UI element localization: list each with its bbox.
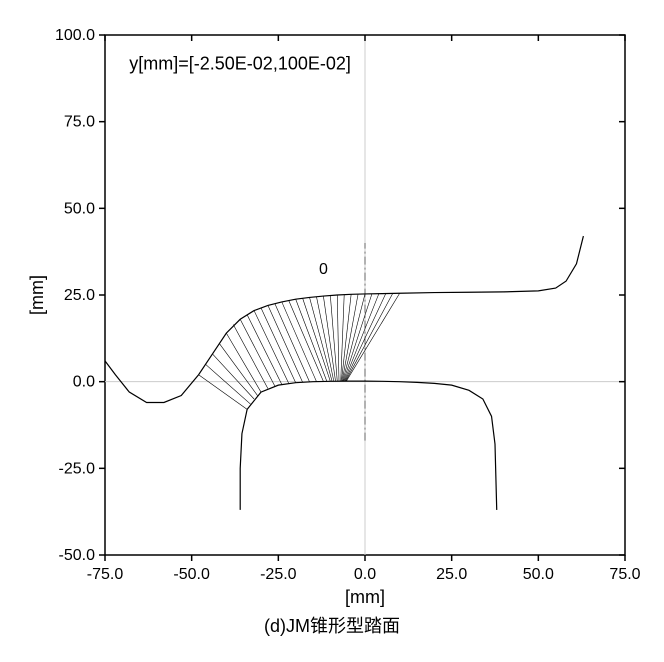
y-tick-label: 50.0 — [64, 200, 95, 217]
y-axis-label: [mm] — [27, 275, 47, 315]
y-tick-label: -25.0 — [59, 460, 96, 477]
annotation-text: y[mm]=[-2.50E-02,100E-02] — [129, 54, 351, 74]
chart-caption: (d)JM锥形型踏面 — [20, 612, 644, 638]
x-tick-label: 75.0 — [609, 566, 640, 583]
x-tick-label: -75.0 — [87, 566, 124, 583]
chart-container: -75.0 -50.0 -25.0 0.0 25.0 50.0 75.0 -50.0 -25.0… — [20, 20, 644, 642]
x-tick-label: 50.0 — [523, 566, 554, 583]
x-tick-label: -50.0 — [173, 566, 210, 583]
x-tick-label: -25.0 — [260, 566, 297, 583]
y-tick-label: -50.0 — [59, 547, 96, 564]
x-tick-label: 0.0 — [354, 566, 376, 583]
x-tick-label: 25.0 — [436, 566, 467, 583]
zero-marker: 0 — [319, 261, 328, 278]
y-tick-label: 100.0 — [55, 27, 95, 44]
y-tick-label: 75.0 — [64, 114, 95, 131]
chart-svg: -75.0 -50.0 -25.0 0.0 25.0 50.0 75.0 -50.0 -25.0… — [20, 20, 644, 610]
y-tick-label: 25.0 — [64, 287, 95, 304]
x-axis-label: [mm] — [345, 587, 385, 607]
y-tick-label: 0.0 — [73, 374, 95, 391]
